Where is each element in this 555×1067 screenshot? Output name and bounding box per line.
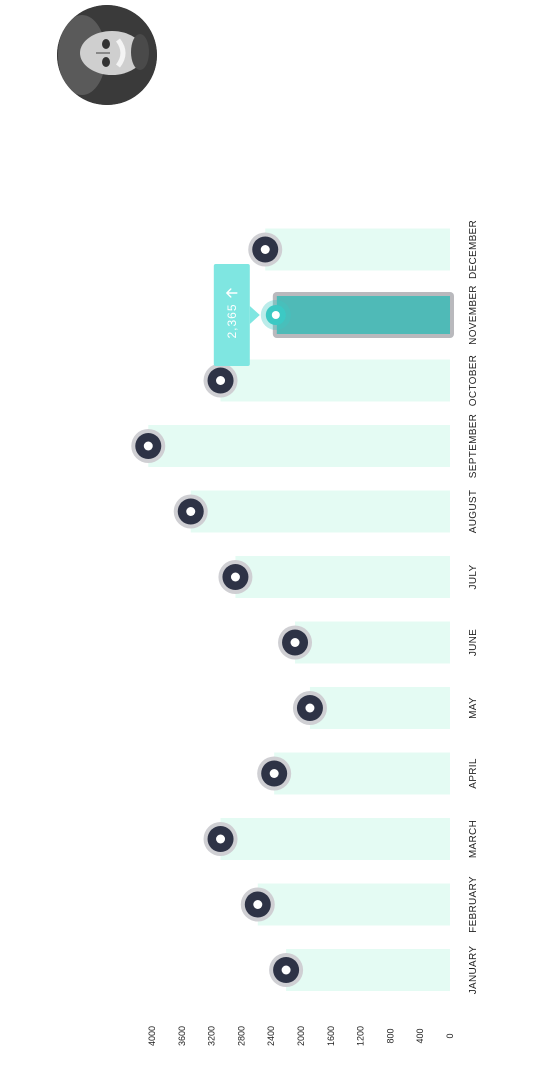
category-label-june: JUNE xyxy=(468,629,479,656)
marker-dot-may xyxy=(305,703,315,713)
bar-july[interactable] xyxy=(235,556,450,598)
bar-january[interactable] xyxy=(286,949,450,991)
tooltip-box xyxy=(213,264,250,366)
avatar[interactable] xyxy=(57,5,157,105)
axis-tick-label: 4000 xyxy=(147,1026,157,1046)
bar-september[interactable] xyxy=(148,425,450,467)
bar-may[interactable] xyxy=(309,687,450,729)
tooltip-pointer xyxy=(249,306,260,324)
marker-dot-august xyxy=(186,507,196,516)
tooltip: 2,365 xyxy=(213,264,260,366)
axis-tick-label: 1200 xyxy=(356,1026,366,1046)
bar-december[interactable] xyxy=(265,228,450,271)
marker-dot-april xyxy=(269,769,279,778)
bar-august[interactable] xyxy=(190,490,451,533)
bar-october[interactable] xyxy=(220,359,450,402)
category-label-october: OCTOBER xyxy=(468,355,479,406)
axis-tick-label: 3200 xyxy=(207,1026,217,1046)
axis-tick-label: 2400 xyxy=(266,1026,276,1046)
bar-june[interactable] xyxy=(295,621,450,664)
bar-april[interactable] xyxy=(274,752,450,795)
category-label-august: AUGUST xyxy=(468,490,479,533)
bar-november[interactable] xyxy=(276,296,450,334)
marker-dot-october xyxy=(216,376,226,385)
axis-tick-label: 800 xyxy=(385,1028,395,1043)
marker-dot-march xyxy=(216,834,226,844)
bar-march[interactable] xyxy=(220,818,450,860)
avatar-photo-icon xyxy=(57,5,157,105)
category-label-september: SEPTEMBER xyxy=(468,414,479,478)
bar-february[interactable] xyxy=(257,883,450,926)
arrow-up-path xyxy=(226,288,238,298)
marker-dot-december xyxy=(260,245,270,254)
marker-dot-january xyxy=(281,965,291,975)
category-label-january: JANUARY xyxy=(468,946,479,995)
axis-tick-label: 3600 xyxy=(177,1026,187,1046)
axis-tick-label: 2000 xyxy=(296,1026,306,1046)
axis-tick-label: 0 xyxy=(445,1033,455,1038)
tooltip-value: 2,365 xyxy=(225,303,239,338)
marker-dot-september xyxy=(143,441,153,451)
axis-tick-label: 2800 xyxy=(236,1026,246,1046)
marker-dot-february xyxy=(253,900,263,909)
marker-dot-june xyxy=(290,638,300,647)
category-label-november: NOVEMBER xyxy=(468,285,479,345)
category-label-february: FEBRUARY xyxy=(468,876,479,933)
arrow-up-icon xyxy=(226,288,238,298)
axis-tick-label: 400 xyxy=(415,1028,425,1043)
category-label-april: APRIL xyxy=(468,758,479,789)
category-label-march: MARCH xyxy=(468,820,479,858)
marker-dot-november xyxy=(271,311,280,319)
category-label-december: DECEMBER xyxy=(468,220,479,279)
axis-tick-label: 1600 xyxy=(326,1026,336,1046)
marker-dot-july xyxy=(230,572,240,582)
category-label-july: JULY xyxy=(468,565,479,590)
category-label-may: MAY xyxy=(468,697,479,719)
